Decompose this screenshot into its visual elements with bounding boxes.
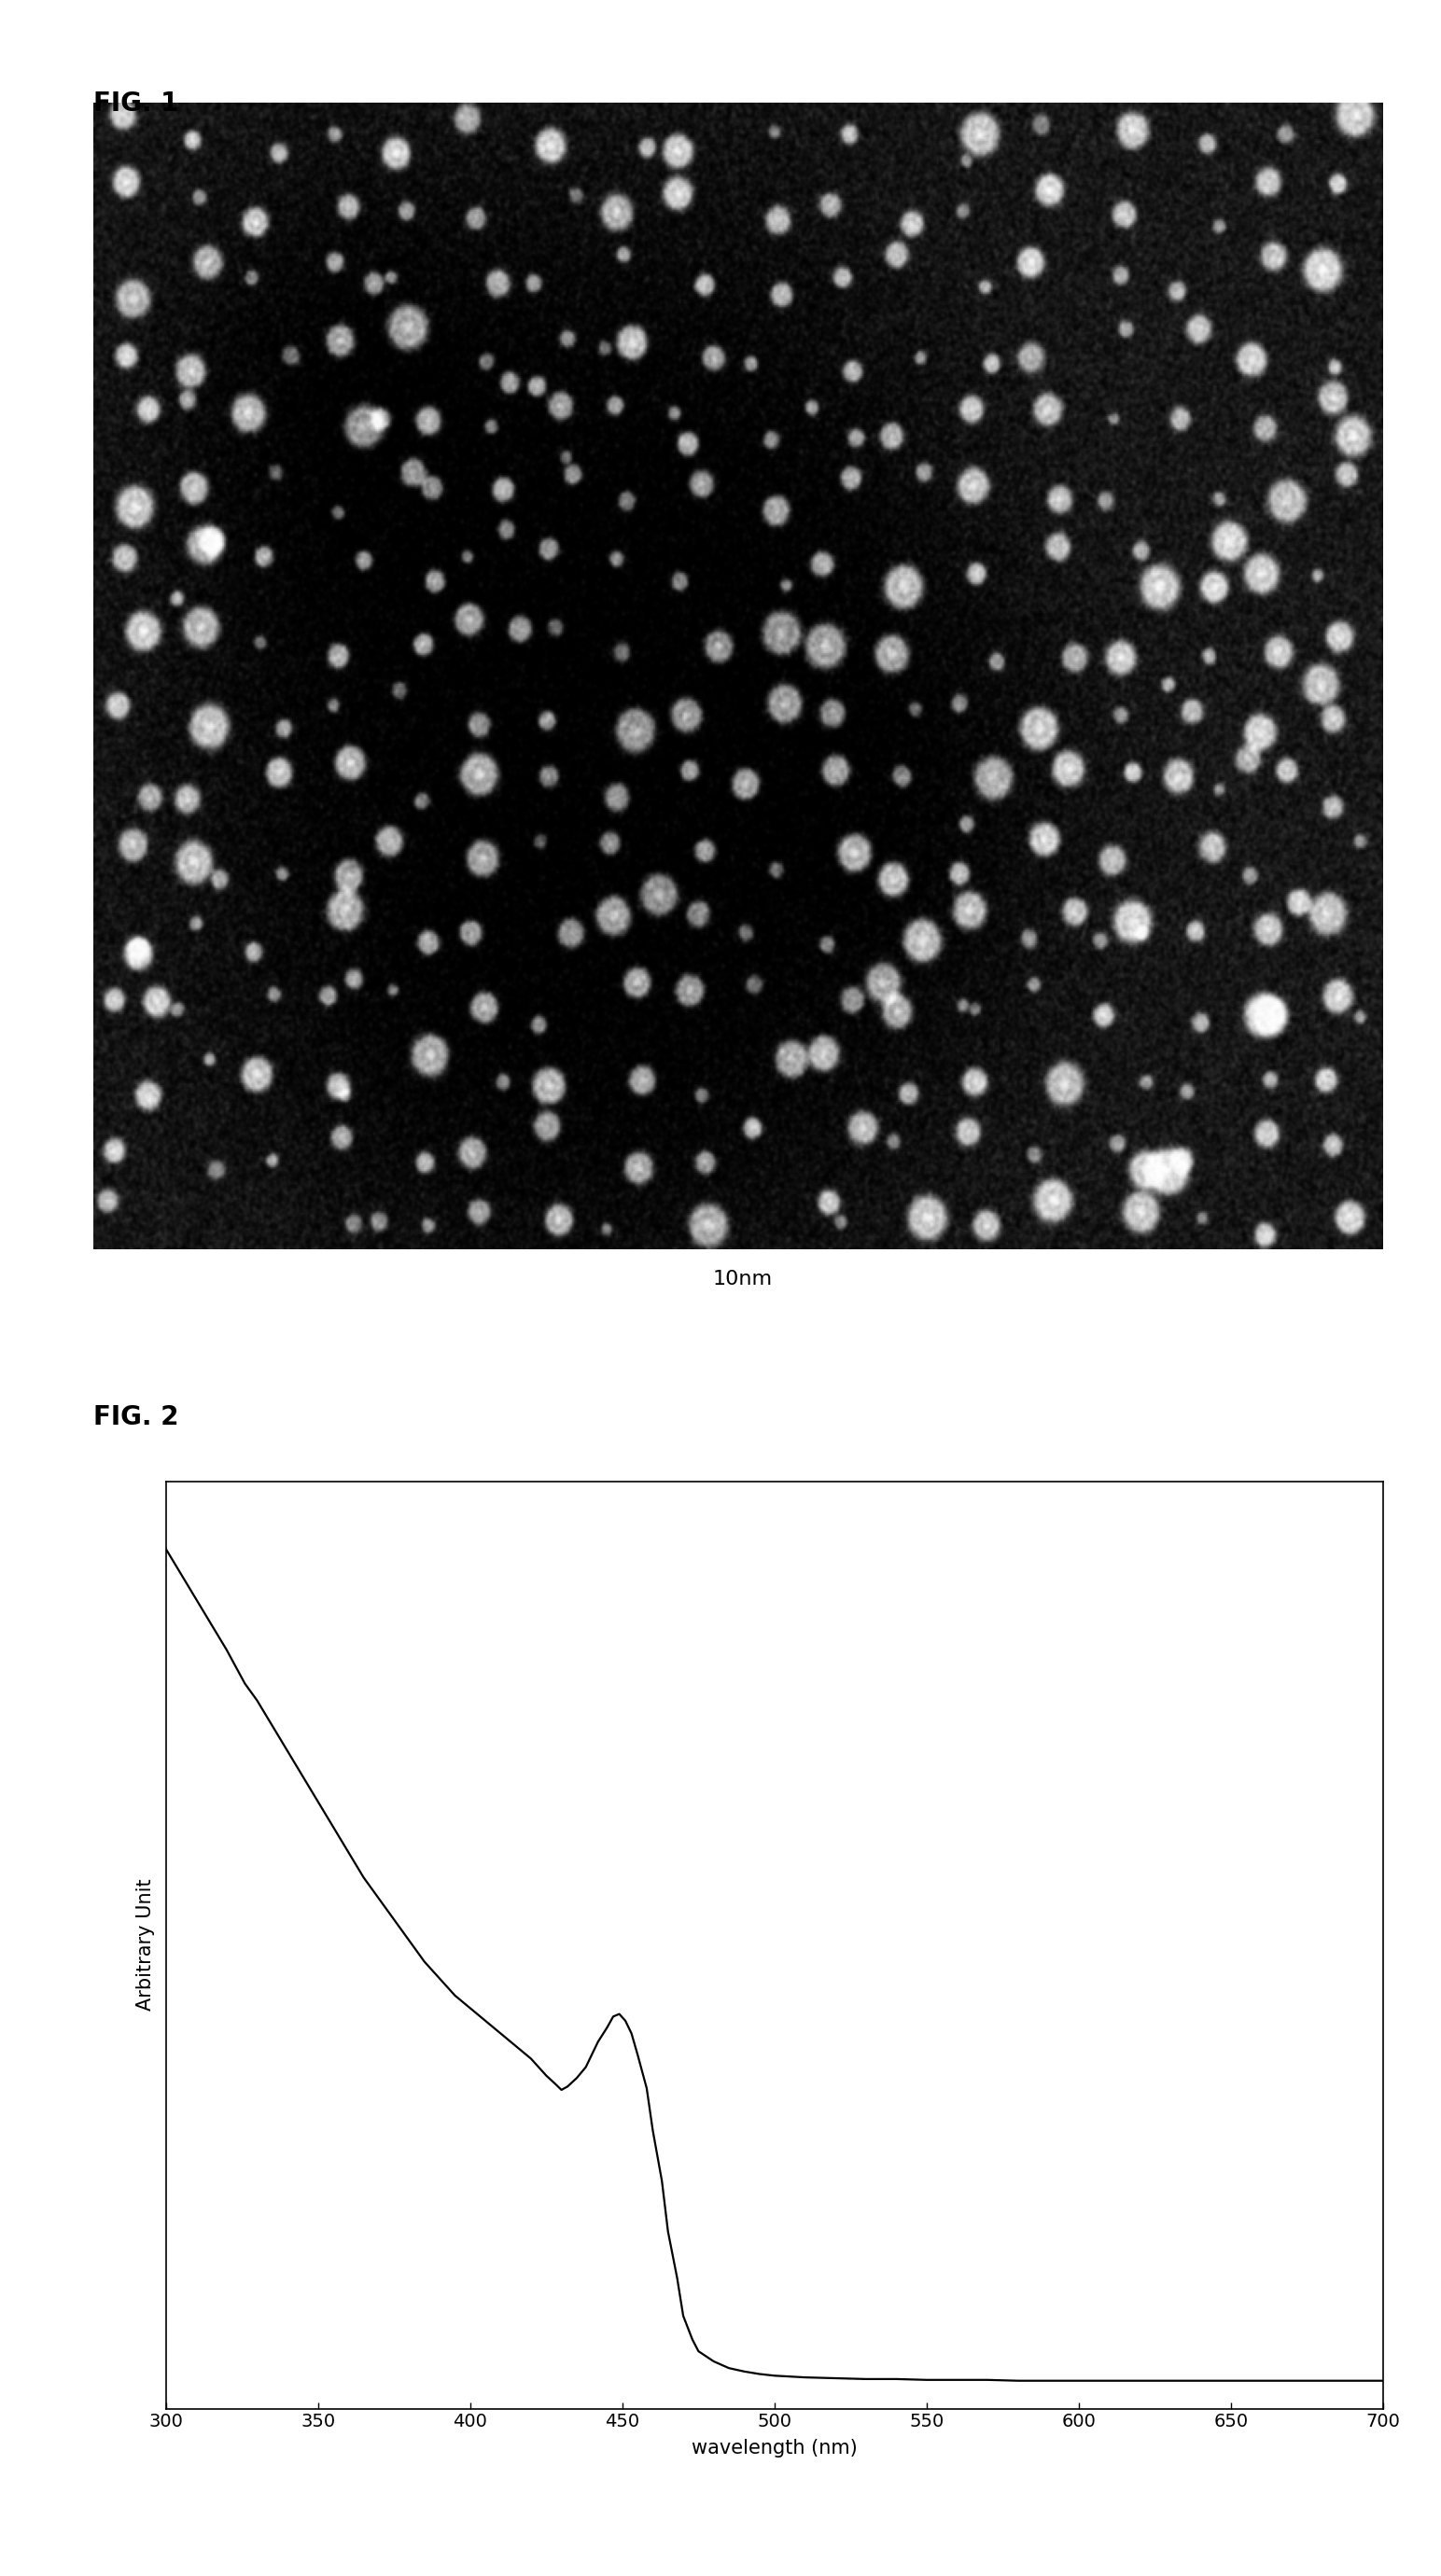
Y-axis label: Arbitrary Unit: Arbitrary Unit [137, 1878, 156, 2012]
X-axis label: wavelength (nm): wavelength (nm) [692, 2439, 857, 2458]
Text: FIG. 1: FIG. 1 [94, 90, 179, 116]
Text: FIG. 2: FIG. 2 [94, 1404, 179, 1430]
Text: 10nm: 10nm [712, 1270, 772, 1288]
